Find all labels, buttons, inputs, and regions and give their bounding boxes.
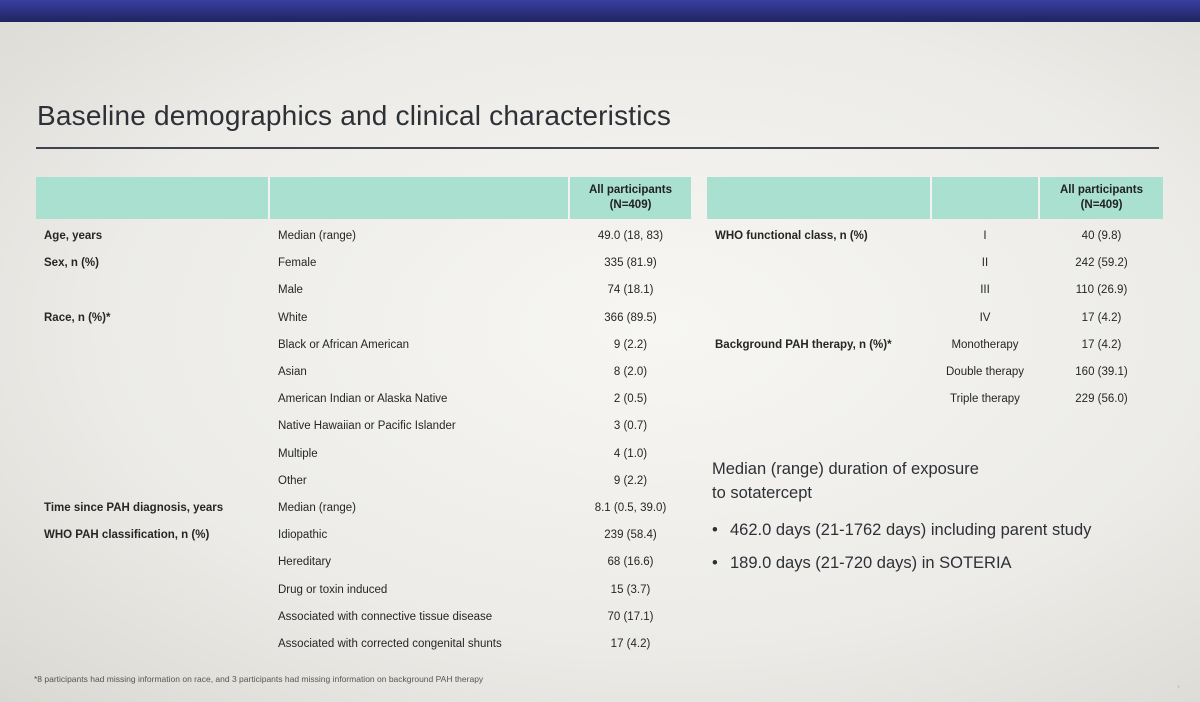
row-value: 68 (16.6) [607, 556, 654, 569]
row-value: 335 (81.9) [604, 257, 657, 270]
row-label: Sex, n (%) [44, 257, 99, 270]
row-label: WHO functional class, n (%) [715, 230, 868, 242]
row-sublabel: Associated with connective tissue diseas… [278, 610, 493, 623]
row-label: Time since PAH diagnosis, years [44, 502, 224, 514]
row-sublabel: III [980, 284, 990, 297]
exposure-bullet: • 189.0 days (21-720 days) in SOTERIA [712, 554, 1012, 572]
row-sublabel: Median (range) [278, 502, 356, 514]
title-divider [36, 147, 1159, 149]
exposure-bullet: • 462.0 days (21-1762 days) including par… [712, 521, 1092, 539]
right-header-line2: (N=409) [1080, 199, 1123, 211]
row-sublabel: II [981, 257, 989, 270]
row-value: 15 (3.7) [610, 583, 651, 596]
row-value: 160 (39.1) [1075, 366, 1128, 378]
row-value: 239 (58.4) [604, 529, 657, 542]
row-sublabel: Idiopathic [278, 529, 328, 542]
row-value: 3 (0.7) [613, 420, 648, 433]
row-sublabel: Monotherapy [951, 338, 1019, 351]
row-value: 74 (18.1) [607, 284, 654, 297]
exposure-title-line1: Median (range) duration of exposure [712, 460, 979, 478]
right-header-line1: All participants [1059, 184, 1144, 196]
exposure-bullet-text: 462.0 days (21-1762 days) including pare… [730, 521, 1092, 539]
row-label: WHO PAH classification, n (%) [44, 529, 210, 542]
row-sublabel: Multiple [278, 447, 318, 460]
row-sublabel: Other [278, 474, 307, 487]
row-value: 8 (2.0) [613, 366, 648, 378]
page-mark: ◦ [1177, 682, 1180, 691]
row-sublabel: Hereditary [278, 556, 332, 569]
row-sublabel: Triple therapy [950, 393, 1020, 406]
row-sublabel: White [278, 311, 308, 324]
row-value: 110 (26.9) [1075, 284, 1128, 297]
row-value: 17 (4.2) [1081, 338, 1122, 351]
row-value: 9 (2.2) [613, 338, 648, 351]
slide-title: Baseline demographics and clinical chara… [37, 100, 672, 131]
row-value: 17 (4.2) [610, 638, 651, 650]
row-sublabel: American Indian or Alaska Native [278, 393, 448, 406]
row-sublabel: Median (range) [278, 230, 356, 242]
row-value: 49.0 (18, 83) [597, 230, 664, 242]
row-label: Background PAH therapy, n (%)* [715, 338, 892, 351]
left-table-header: All participants (N=409) [36, 177, 691, 219]
row-sublabel: Asian [278, 366, 307, 378]
row-value: 2 (0.5) [613, 393, 648, 406]
row-sublabel: Male [278, 284, 303, 297]
left-header-line2: (N=409) [609, 199, 652, 211]
row-label: Race, n (%)* [44, 311, 111, 324]
slide: Baseline demographics and clinical chara… [0, 22, 1200, 702]
row-sublabel: Female [278, 257, 317, 270]
footnote: *8 participants had missing information … [34, 674, 484, 684]
row-sublabel: I [983, 230, 987, 242]
row-value: 17 (4.2) [1081, 311, 1122, 324]
exposure-title: Median (range) duration of exposure to s… [712, 457, 979, 505]
row-value: 70 (17.1) [607, 610, 654, 623]
row-value: 9 (2.2) [613, 474, 648, 487]
row-sublabel: Associated with corrected congenital shu… [278, 638, 502, 650]
row-sublabel: Native Hawaiian or Pacific Islander [278, 420, 456, 433]
row-sublabel: Double therapy [946, 366, 1024, 378]
row-sublabel: IV [979, 311, 991, 324]
row-value: 366 (89.5) [604, 311, 657, 324]
row-label: Age, years [44, 230, 103, 242]
projector-top-bar [0, 0, 1200, 22]
exposure-title-line2: to sotatercept [712, 484, 812, 502]
row-value: 4 (1.0) [613, 447, 648, 460]
exposure-bullet-text: 189.0 days (21-720 days) in SOTERIA [730, 554, 1012, 572]
right-table-header: All participants (N=409) [707, 177, 1163, 219]
row-sublabel: Black or African American [278, 338, 410, 351]
row-value: 40 (9.8) [1081, 230, 1122, 242]
row-sublabel: Drug or toxin induced [278, 583, 388, 596]
left-header-line1: All participants [588, 184, 673, 196]
row-value: 229 (56.0) [1075, 393, 1128, 406]
row-value: 242 (59.2) [1075, 257, 1128, 270]
row-value: 8.1 (0.5, 39.0) [594, 502, 667, 514]
